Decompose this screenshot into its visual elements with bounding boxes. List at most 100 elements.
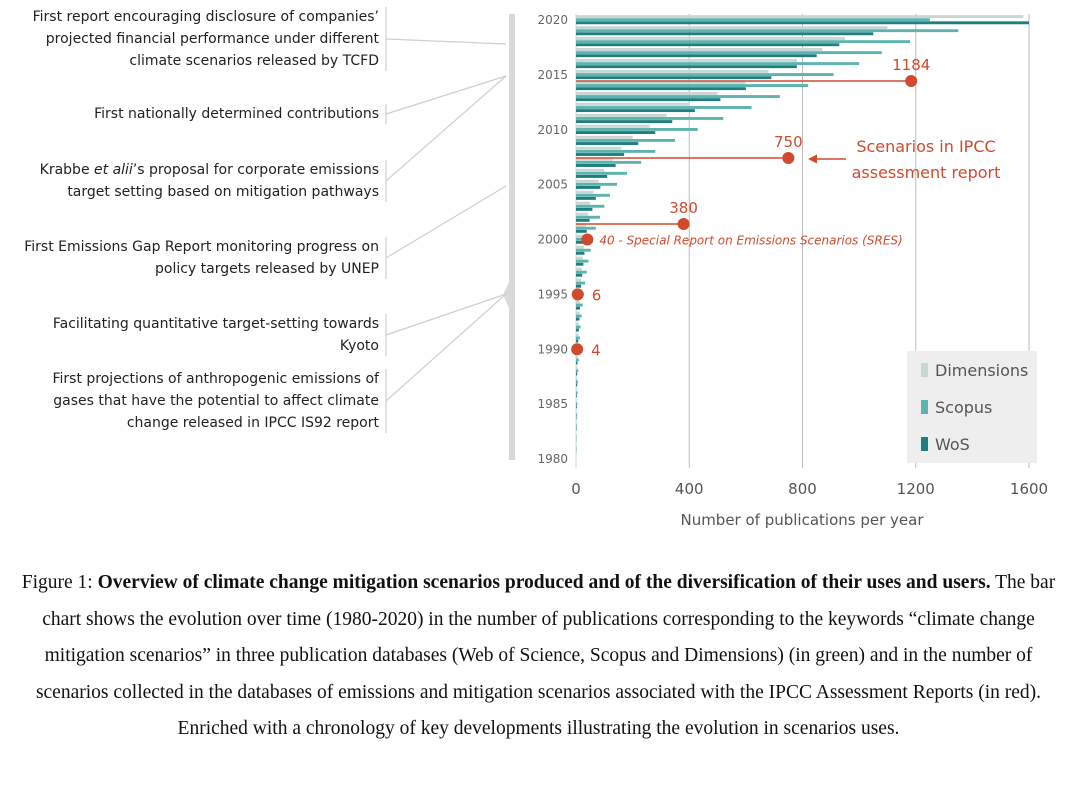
annotation-connector-4	[385, 185, 507, 259]
bar-dimensions-1999	[576, 245, 584, 249]
x-tick-label-400: 400	[675, 480, 704, 498]
bar-dimensions-1998	[576, 256, 583, 260]
ipcc-point-1995	[571, 288, 584, 301]
bar-wos-1999	[576, 251, 585, 255]
ipcc-series-label-line-1: Scenarios in IPCC	[856, 137, 995, 156]
bar-dimensions-2011	[576, 113, 667, 117]
bar-wos-2005	[576, 185, 601, 189]
ipcc-point-2014	[905, 75, 918, 87]
bar-wos-1991	[576, 339, 579, 343]
timeline-pointer	[503, 282, 509, 308]
x-tick-label-800: 800	[788, 480, 817, 498]
bar-dimensions-2003	[576, 201, 591, 205]
bar-wos-2001	[576, 229, 587, 233]
bar-wos-1989	[576, 361, 578, 365]
bar-scopus-2008	[576, 149, 656, 153]
bar-scopus-2014	[576, 84, 809, 87]
bar-scopus-2001	[576, 226, 596, 230]
legend: Dimensions Scopus WoS	[907, 351, 1037, 463]
bar-scopus-2020	[576, 18, 930, 22]
legend-background	[907, 351, 1037, 463]
legend-swatch-scopus	[921, 400, 928, 414]
bar-scopus-1998	[576, 259, 589, 263]
bar-dimensions-1987	[576, 377, 578, 381]
x-tick-label-1600: 1600	[1010, 480, 1048, 498]
y-tick-label-1995: 1995	[537, 287, 568, 301]
bar-scopus-1983	[576, 424, 577, 428]
bar-dimensions-2004	[576, 190, 594, 194]
annotation-line-4-1: First Emissions Gap Report monitoring pr…	[24, 239, 379, 255]
bar-dimensions-1993	[576, 311, 580, 315]
annotation-line-6-1: First projections of anthropogenic emiss…	[52, 371, 380, 387]
legend-swatch-dimensions	[921, 363, 928, 377]
bar-dimensions-2017	[576, 48, 823, 51]
bar-dimensions-2007	[576, 157, 613, 161]
bar-dimensions-2006	[576, 168, 605, 172]
bar-dimensions-1985	[576, 399, 577, 403]
bar-dimensions-2019	[576, 26, 888, 30]
bar-scopus-2012	[576, 106, 752, 109]
legend-label-dimensions: Dimensions	[935, 361, 1028, 380]
bar-wos-1996	[576, 284, 582, 288]
annotation-line-3-2: target setting based on mitigation pathw…	[67, 184, 379, 200]
bar-scopus-1987	[576, 380, 578, 384]
bar-wos-2020	[576, 21, 1029, 25]
bar-wos-1983	[576, 427, 577, 431]
ipcc-series-label: Scenarios in IPCC assessment report	[852, 137, 1001, 182]
bar-dimensions-1992	[576, 322, 579, 326]
y-tick-label-1990: 1990	[537, 342, 568, 356]
ipcc-point-1990	[571, 343, 584, 356]
legend-label-wos: WoS	[935, 435, 970, 454]
y-tick-label-1985: 1985	[537, 397, 568, 411]
figure-caption: Figure 1: Overview of climate change mit…	[10, 565, 1067, 748]
bar-scopus-2003	[576, 204, 605, 208]
bar-scopus-1994	[576, 303, 583, 307]
bar-scopus-2018	[576, 40, 911, 44]
x-tick-label-0: 0	[571, 480, 581, 498]
bar-dimensions-1986	[576, 388, 577, 392]
bar-scopus-1988	[576, 369, 579, 373]
ipcc-label-2014: 1184	[892, 56, 930, 74]
annotation-line-2-1: First nationally determined contribution…	[94, 106, 379, 122]
ipcc-point-2001	[677, 218, 690, 230]
ipcc-scenario-markers: 4 6 40 - Special Report on Emissions Scena…	[571, 56, 1000, 359]
ipcc-point-2007	[782, 152, 795, 164]
ipcc-label-1990: 4	[591, 341, 601, 359]
bar-wos-2013	[576, 98, 721, 102]
bar-wos-2002	[576, 218, 590, 222]
annotation-text-1: First report encouraging disclosure of c…	[33, 9, 380, 69]
bar-wos-2000	[576, 240, 586, 244]
bar-dimensions-1983	[576, 421, 577, 425]
bar-scopus-1993	[576, 314, 582, 318]
bar-scopus-2007	[576, 160, 642, 164]
bar-dimensions-2010	[576, 124, 650, 128]
bar-dimensions-2009	[576, 135, 633, 139]
bar-dimensions-2002	[576, 212, 588, 216]
bar-scopus-1996	[576, 281, 586, 285]
chronology-timeline	[503, 14, 515, 460]
legend-label-scopus: Scopus	[935, 398, 992, 417]
annotation-connector-1	[385, 38, 507, 45]
bar-wos-2016	[576, 65, 797, 69]
bar-wos-2007	[576, 164, 616, 167]
bar-wos-1987	[576, 383, 578, 387]
annotation-connector-6	[385, 293, 507, 402]
ipcc-label-2007: 750	[774, 133, 803, 151]
bar-dimensions-1989	[576, 355, 578, 359]
annotation-text-2: First nationally determined contribution…	[94, 106, 379, 122]
bar-scopus-2002	[576, 215, 601, 219]
bar-wos-2017	[576, 54, 817, 58]
ipcc-label-2001: 380	[669, 199, 698, 217]
bar-scopus-2005	[576, 182, 618, 186]
bar-wos-2003	[576, 207, 593, 211]
y-tick-label-2005: 2005	[537, 178, 568, 192]
annotation-line-5-1: Facilitating quantitative target-setting…	[53, 316, 379, 332]
bar-wos-1993	[576, 317, 580, 321]
bar-dimensions-2012	[576, 102, 690, 106]
bar-scopus-2015	[576, 73, 834, 77]
axis-ticks: 0 400 800 1200 1600 2020 2015 2010 2005 2000 1995 1…	[537, 13, 1048, 498]
annotation-line-6-2: gases that have the potential to affect …	[53, 393, 379, 409]
annotation-connector-2	[385, 75, 507, 115]
bar-scopus-1999	[576, 248, 591, 252]
bar-scopus-2006	[576, 171, 627, 175]
